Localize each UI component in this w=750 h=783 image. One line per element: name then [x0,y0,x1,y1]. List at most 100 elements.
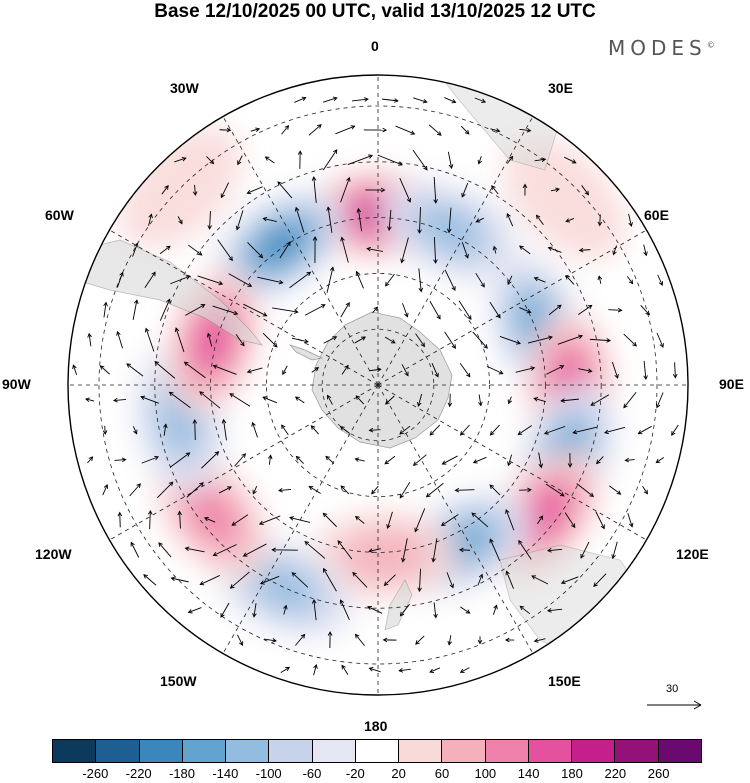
meridian-line [377,229,647,386]
wind-arrow [543,425,566,435]
wind-arrow [536,515,544,525]
wind-arrow [546,548,563,553]
brand-logo: MODES© [608,36,715,60]
lon-label-150e: 150E [548,673,581,689]
wind-arrow [637,425,652,435]
wind-arrow [117,511,123,528]
wind-arrow [460,606,471,614]
wind-arrow [308,124,322,136]
legend-swatch [528,740,573,762]
legend-tick-label: 180 [561,766,583,781]
wind-arrow [475,272,485,288]
wind-arrow [472,331,488,349]
wind-arrow [413,97,428,104]
wind-arrow [352,571,368,588]
wind-arrow [220,602,230,618]
wind-arrow [262,216,277,223]
wind-arrow [444,269,456,292]
wind-arrow [491,185,499,195]
wind-arrow [355,270,364,289]
wind-arrow [341,664,349,675]
wind-arrow [515,366,536,373]
wind-arrow [533,638,546,643]
wind-arrow [522,183,528,196]
wind-arrow [294,96,307,103]
wind-arrow [295,455,304,464]
legend-tick-label: -100 [255,766,282,781]
wind-arrow [459,547,471,553]
lon-label-150w: 150W [160,673,197,689]
wind-arrow [640,305,650,316]
wind-arrow [444,331,456,349]
meridian-line [109,384,379,541]
wind-arrow [519,128,532,133]
wind-arrow [627,513,634,528]
wind-arrow [490,128,501,133]
wind-arrow [384,336,396,344]
wind-arrow [187,244,203,256]
wind-arrow [444,97,457,104]
wind-arrow [183,361,206,379]
wind-arrow [243,303,268,317]
anomaly-contour [502,136,627,261]
wind-arrow [280,666,291,673]
wind-arrow [174,156,187,163]
wind-arrow [219,127,232,133]
legend-swatch [269,740,313,762]
wind-arrow [597,214,603,227]
wind-arrow [212,544,237,557]
wind-arrow [310,425,319,435]
wind-arrow [235,210,244,231]
wind-arrow [672,362,678,379]
wind-arrow [545,483,565,497]
wind-arrow [199,575,220,586]
wind-arrow [246,186,263,195]
wind-vectors [72,96,679,676]
wind-arrow [384,455,396,465]
wind-arrow [323,567,337,592]
wind-arrow [170,275,191,285]
wind-arrow [237,155,243,166]
wind-arrow [207,211,213,230]
legend-tick-label: -260 [82,766,109,781]
wind-arrow [283,604,288,615]
wind-arrow [257,276,284,285]
wind-arrow [372,306,379,314]
wind-arrow [326,206,333,233]
legend-tick-label: -180 [168,766,196,781]
wind-arrow [192,184,198,197]
wind-arrow [425,482,444,498]
lon-label-90w: 90W [2,376,31,392]
wind-arrow [564,156,577,164]
wind-arrow [368,427,381,433]
wind-arrow [401,364,409,377]
legend-ticks: -260 -220 -180 -140 -100 -60 -20 20 60 100 140 180 2… [52,766,702,782]
wind-arrow [218,486,232,494]
wind-arrow [461,242,469,259]
wind-arrow [504,637,515,643]
wind-arrow [589,338,612,343]
wind-arrow [311,598,317,621]
legend-tick-label: 60 [434,766,450,781]
wind-arrow [363,127,388,133]
wind-arrow [533,397,546,403]
legend-swatch [442,740,486,762]
legend-swatch [615,740,659,762]
wind-arrow [383,574,396,586]
color-legend [52,739,702,763]
legend-swatch [399,740,443,762]
wind-arrow [399,425,411,435]
wind-arrow [141,455,160,464]
wind-arrow [671,424,679,436]
wind-arrow [507,155,514,164]
wind-arrow [170,452,191,468]
wind-arrow [297,150,303,169]
wind-arrow [565,218,575,223]
wind-arrow [322,96,338,103]
wind-arrow [461,182,469,198]
wind-arrow [263,638,277,643]
wind-arrow [398,668,411,673]
wind-arrow [304,540,326,559]
meridian-line [377,384,647,541]
wind-arrow [578,368,593,373]
